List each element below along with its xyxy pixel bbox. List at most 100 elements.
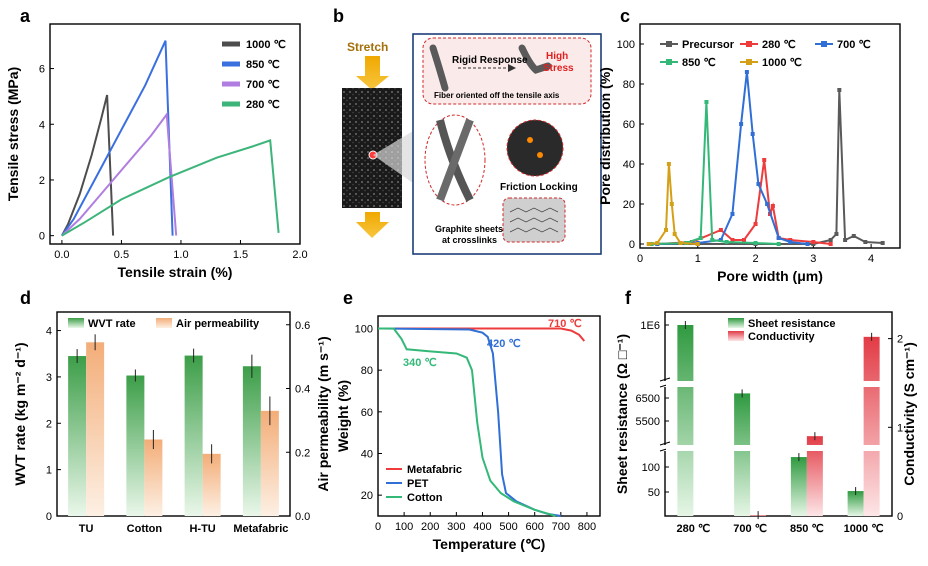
plot-frame xyxy=(639,23,901,249)
y2-tick-label: 0.6 xyxy=(295,320,310,332)
y-tick-label: 80 xyxy=(623,79,635,91)
graphite-lattice-icon xyxy=(509,207,559,233)
graphite-label-2: at crosslinks xyxy=(442,235,497,245)
zoom-cone xyxy=(373,125,423,190)
bar-wvt xyxy=(242,366,261,516)
panel-letter-f: f xyxy=(625,288,632,308)
x-tick-label: 0.5 xyxy=(114,249,129,261)
category-label: 850 ℃ xyxy=(790,523,824,535)
data-point xyxy=(776,242,781,246)
y-tick-label: 3 xyxy=(46,372,52,384)
data-point xyxy=(770,204,775,208)
fiber-b-icon xyxy=(436,118,474,202)
y-tick-label: 2 xyxy=(39,175,45,187)
x-tick-label: 300 xyxy=(447,521,465,533)
y-tick-label: 50 xyxy=(648,487,660,499)
legend-marker xyxy=(821,41,827,47)
legend-label: PET xyxy=(407,478,429,490)
x-tick-label: 600 xyxy=(526,521,544,533)
y-axis-label: Sheet resistance (Ω □⁻¹) xyxy=(614,334,630,494)
series-line xyxy=(61,94,115,237)
x-axis-label: Tensile strain (%) xyxy=(118,264,233,280)
data-point xyxy=(710,238,715,242)
bar-wvt xyxy=(126,375,145,516)
x-tick-label: 1.0 xyxy=(173,249,188,261)
bar-sheet-resistance xyxy=(847,491,864,516)
x-axis-label: Temperature (℃) xyxy=(433,536,546,552)
data-point xyxy=(724,240,729,244)
bar-sheet-resistance xyxy=(790,457,807,516)
data-point xyxy=(828,238,833,242)
plot-frame xyxy=(664,311,893,517)
legend-label: 280 ℃ xyxy=(762,39,796,51)
y-tick-label: 6 xyxy=(39,64,45,76)
x-tick-label: 2.0 xyxy=(292,249,307,261)
legend-swatch xyxy=(728,331,744,341)
data-point xyxy=(863,240,868,244)
data-point xyxy=(828,242,833,246)
data-point xyxy=(762,158,767,162)
x-tick-label: 1.5 xyxy=(233,249,248,261)
data-point xyxy=(730,212,735,216)
category-label: Cotton xyxy=(127,523,163,535)
x-tick-label: 500 xyxy=(499,521,517,533)
y2-tick-label: 0 xyxy=(897,511,903,523)
legend-label: Precursor xyxy=(682,39,735,51)
y2-axis-label: Air permeability (m s⁻¹) xyxy=(315,336,331,491)
legend-label: 850 ℃ xyxy=(246,59,280,71)
y-tick-label: 20 xyxy=(623,199,635,211)
axis-break xyxy=(661,445,669,451)
data-point xyxy=(753,241,758,245)
panel-letter-c: c xyxy=(620,6,630,26)
chart-f: 1E6 6500 5500 100 50 0 1 2 280 ℃ 700 ℃ 850 ℃ 1000 ℃… xyxy=(614,311,917,535)
data-point xyxy=(837,88,842,92)
y-tick-label: 1 xyxy=(46,465,52,477)
response-arrowhead-icon xyxy=(508,64,516,72)
x-tick-label: 0 xyxy=(375,521,381,533)
x-tick-label: 800 xyxy=(578,521,596,533)
bar-wvt xyxy=(184,355,203,516)
data-point xyxy=(788,240,793,244)
chart-d: 0 1 2 3 4 0.0 0.2 0.4 0.6 TU Cotton H-TU Metafabric W… xyxy=(12,311,331,535)
series-line xyxy=(378,327,556,517)
data-point xyxy=(756,182,761,186)
annotation: 420 ℃ xyxy=(487,338,521,350)
data-point xyxy=(805,242,810,246)
y-tick-label: 4 xyxy=(46,326,52,338)
category-label: Metafabric xyxy=(233,523,288,535)
crosslink-ellipse xyxy=(424,114,486,206)
y-tick-label: 6500 xyxy=(636,393,660,405)
bar-air xyxy=(86,342,105,516)
x-axis-label: Pore width (μm) xyxy=(717,268,823,284)
axis-break-mark xyxy=(659,377,671,382)
axis-break-mark xyxy=(659,441,671,446)
category-label: 700 ℃ xyxy=(733,523,767,535)
data-point xyxy=(834,232,839,236)
bar-air xyxy=(144,439,163,516)
series-line xyxy=(378,327,586,342)
y-tick-label: 100 xyxy=(642,462,660,474)
friction-dot-icon xyxy=(537,152,543,158)
legend-marker xyxy=(666,59,672,65)
legend-label: 1000 ℃ xyxy=(762,57,802,69)
legend-marker xyxy=(746,41,752,47)
legend-swatch xyxy=(728,318,744,328)
data-point xyxy=(646,242,651,246)
friction-dot-icon xyxy=(527,137,533,143)
fiber-note: Fiber oriented off the tensile axis xyxy=(434,91,560,100)
data-point xyxy=(718,228,723,232)
y-axis-label: Tensile stress (MPa) xyxy=(5,67,21,201)
series-line xyxy=(61,111,178,237)
bar-air xyxy=(260,410,279,516)
annotation: 710 ℃ xyxy=(548,318,582,330)
legend-label: WVT rate xyxy=(88,318,136,330)
y-tick-label: 40 xyxy=(623,159,635,171)
y-tick-label: 4 xyxy=(39,119,45,131)
data-point xyxy=(744,70,749,74)
annotation: 340 ℃ xyxy=(403,357,437,369)
data-point xyxy=(750,132,755,136)
bar-conductivity xyxy=(863,336,880,516)
break-gap xyxy=(666,445,891,451)
x-tick-label: 3 xyxy=(810,253,816,265)
